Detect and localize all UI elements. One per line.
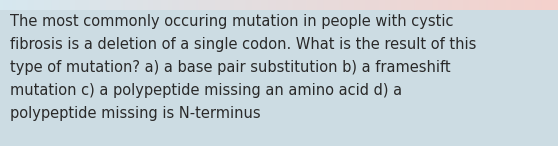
Text: fibrosis is a deletion of a single codon. What is the result of this: fibrosis is a deletion of a single codon… <box>10 37 477 52</box>
Text: The most commonly occuring mutation in people with cystic: The most commonly occuring mutation in p… <box>10 14 454 29</box>
Text: polypeptide missing is N-terminus: polypeptide missing is N-terminus <box>10 106 261 121</box>
Text: type of mutation? a) a base pair substitution b) a frameshift: type of mutation? a) a base pair substit… <box>10 60 451 75</box>
Text: mutation c) a polypeptide missing an amino acid d) a: mutation c) a polypeptide missing an ami… <box>10 83 402 98</box>
